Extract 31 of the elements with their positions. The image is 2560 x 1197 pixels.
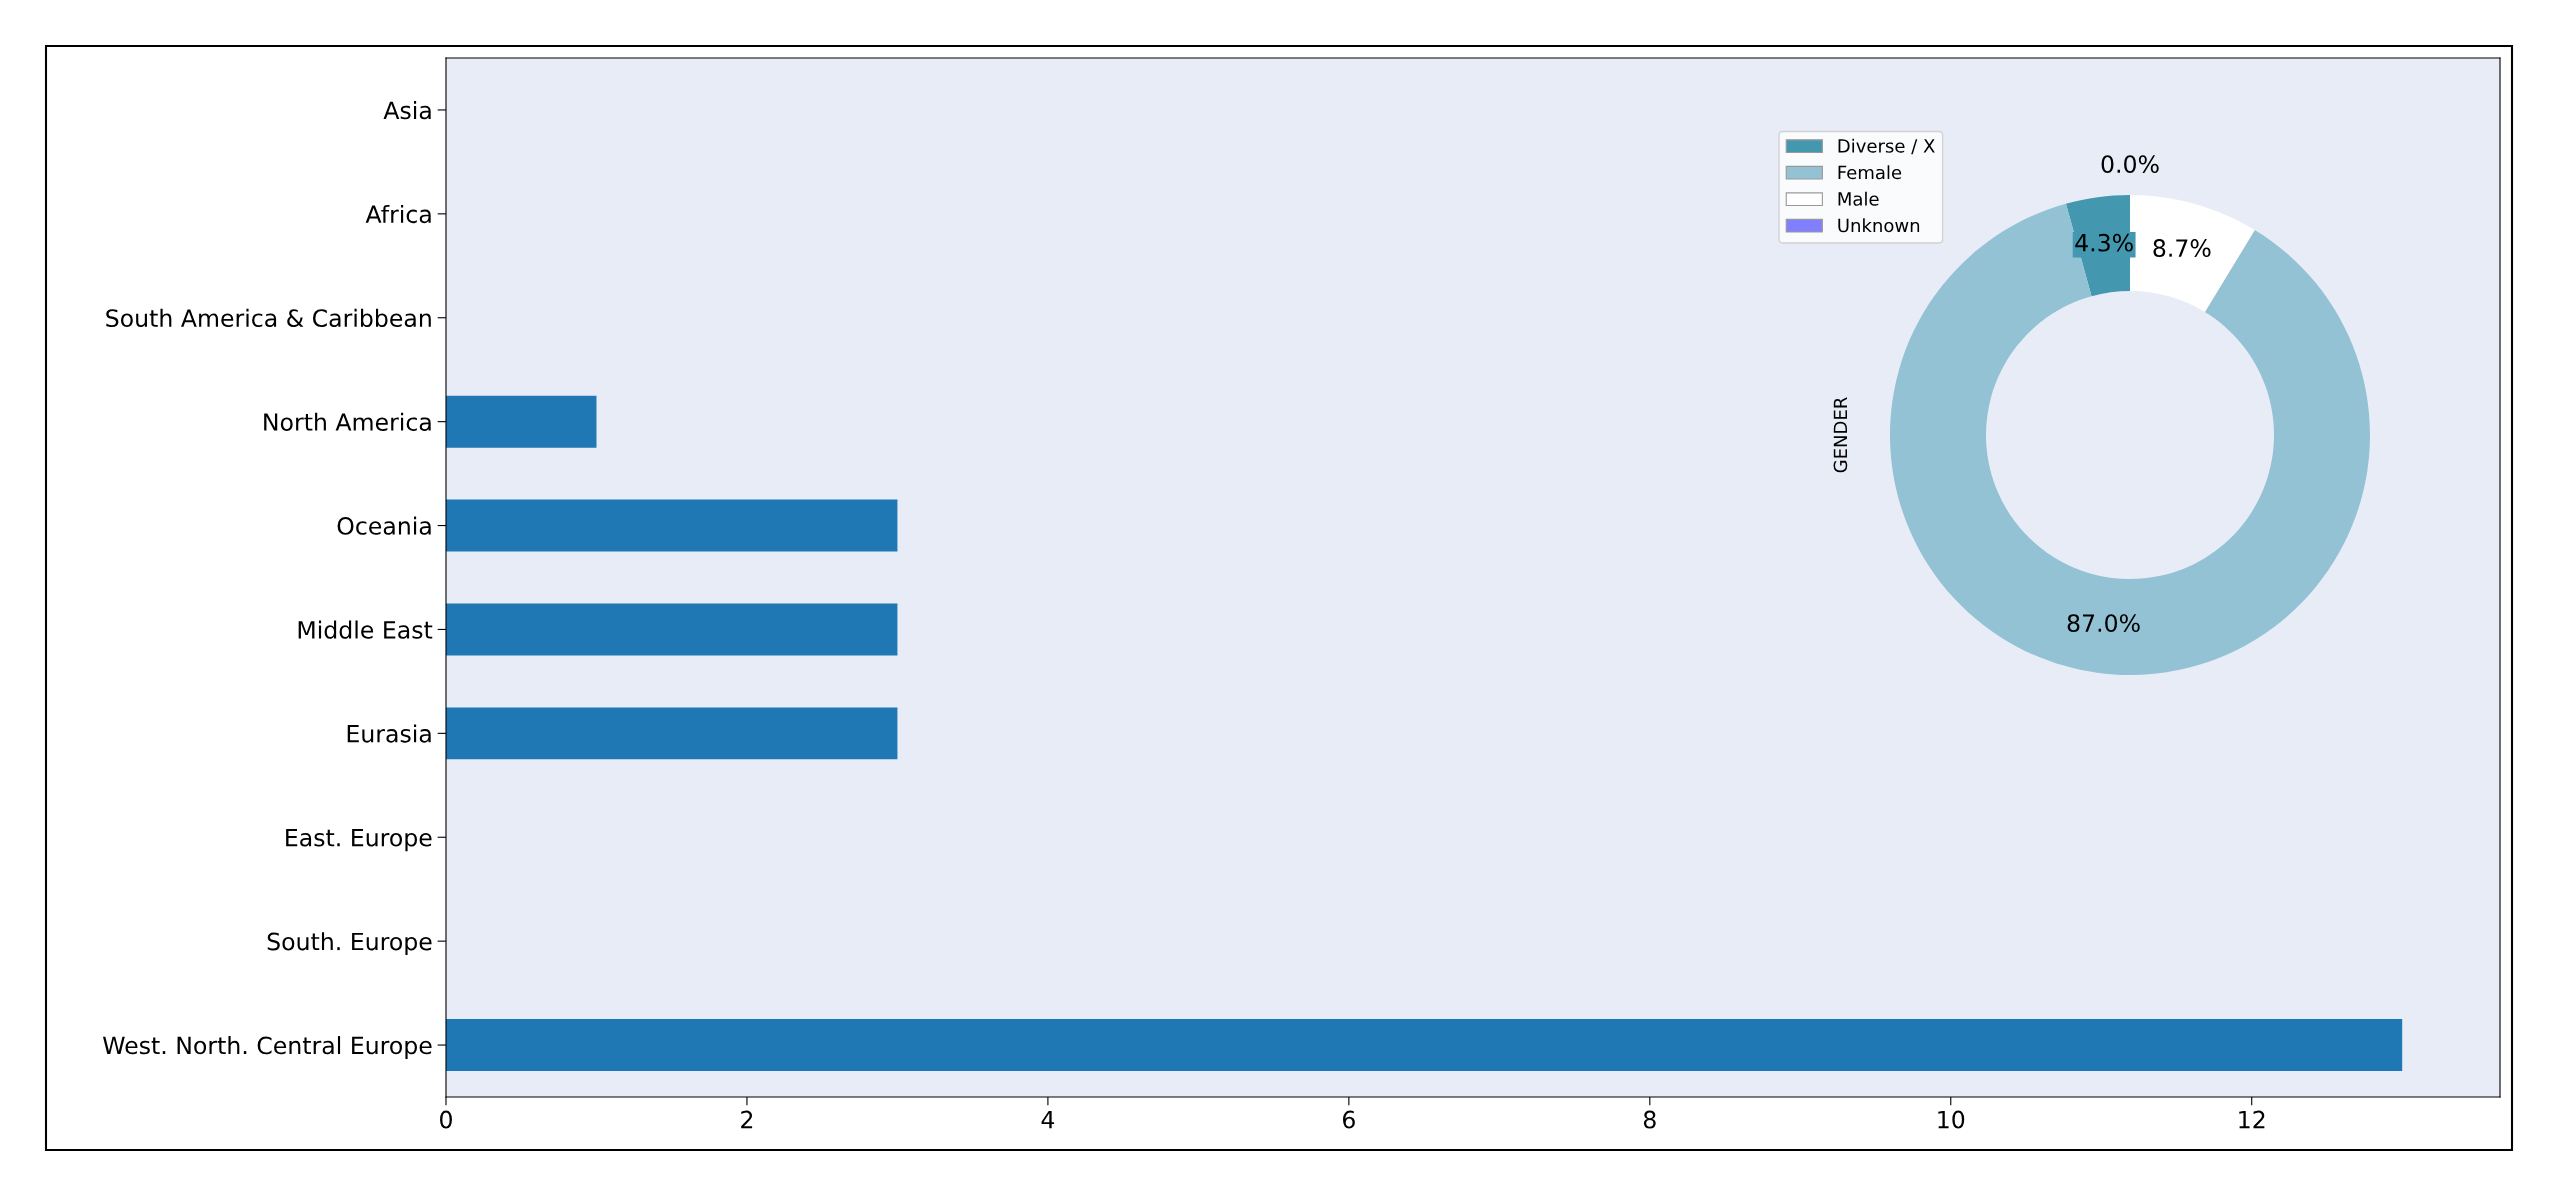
y-tick-label: Africa — [365, 204, 431, 224]
x-tick-label: 4 — [1041, 1110, 1055, 1129]
text: GENDER — [1833, 397, 1848, 473]
x-tick-label: 10 — [1938, 1110, 1965, 1129]
y-tick-label: South. Europe — [267, 932, 432, 956]
bar — [446, 603, 898, 656]
y-tick-label: Middle East — [298, 620, 433, 639]
legend-label: Female — [1838, 165, 1902, 180]
legend-label: Unknown — [1838, 218, 1920, 233]
legend-label: Diverse / X — [1838, 138, 1935, 155]
x-tick-label: 8 — [1643, 1110, 1656, 1129]
bar — [446, 1019, 2403, 1072]
x-tick-label: 6 — [1342, 1110, 1355, 1129]
y-tick-label: West. North. Central Europe — [103, 1036, 432, 1059]
y-tick-label: North America — [264, 412, 431, 431]
data-label: 4.3% — [2075, 233, 2133, 252]
text: 0.0% — [2101, 155, 2159, 174]
y-tick-label: South America & Caribbean — [106, 308, 431, 328]
y-tick-label: Oceania — [337, 516, 431, 535]
x-tick-label: 0 — [440, 1110, 452, 1129]
y-tick-label: Asia — [383, 100, 431, 120]
bar — [446, 395, 597, 448]
data-label: 87.0% — [2067, 614, 2140, 633]
y-tick-label: East. Europe — [286, 829, 432, 852]
y-tick-label: Eurasia — [347, 724, 431, 743]
data-label: 8.7% — [2153, 239, 2211, 257]
bar — [446, 707, 898, 760]
legend-label: Male — [1838, 191, 1879, 206]
x-tick-label: 2 — [741, 1110, 753, 1129]
x-tick-label: 12 — [2239, 1110, 2265, 1129]
bar — [446, 499, 898, 552]
